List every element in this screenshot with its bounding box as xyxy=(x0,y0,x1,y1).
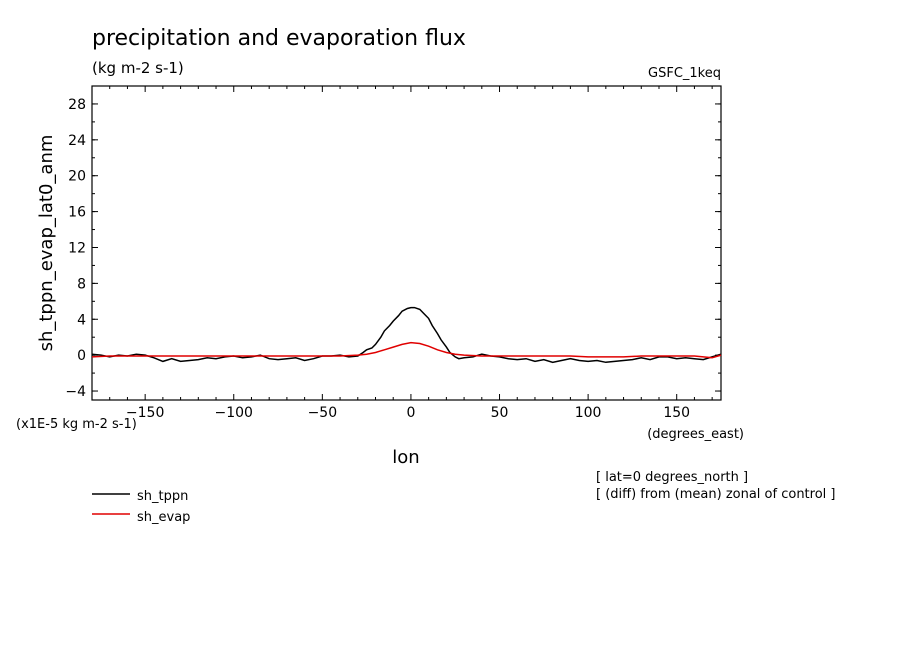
chart-units: (kg m-2 s-1) xyxy=(92,59,184,77)
y-axis-label: sh_tppn_evap_lat0_anm xyxy=(36,135,57,352)
x-tick-label: 50 xyxy=(491,405,509,421)
y-tick-label: 8 xyxy=(77,276,86,292)
y-tick-label: −4 xyxy=(65,384,86,400)
series-line-sh-evap xyxy=(91,341,722,359)
chart-title: precipitation and evaporation flux xyxy=(92,26,466,51)
legend-label-sh-evap: sh_evap xyxy=(137,510,190,525)
x-tick-label: 0 xyxy=(406,405,415,421)
x-tick-label: −150 xyxy=(126,405,164,421)
y-tick-label: 0 xyxy=(77,348,86,364)
y-tick-label: 28 xyxy=(68,97,86,113)
legend-label-sh-tppn: sh_tppn xyxy=(137,489,188,504)
plot-area: −150 −100 −50 0 50 100 150 −4 0 4 8 12 16 20 24 28 xyxy=(65,85,722,421)
series-lines xyxy=(91,306,722,364)
y-tick-labels: −4 0 4 8 12 16 20 24 28 xyxy=(65,97,86,400)
x-tick-label: −100 xyxy=(215,405,253,421)
x-axis-label: lon xyxy=(392,447,419,468)
y-scale-note: (x1E-5 kg m-2 s-1) xyxy=(16,417,137,432)
y-tick-label: 24 xyxy=(68,133,86,149)
axis-ticks xyxy=(92,86,721,400)
y-tick-label: 4 xyxy=(77,312,86,328)
annotation-lat: [ lat=0 degrees_north ] xyxy=(596,470,748,485)
source-label: GSFC_1keq xyxy=(648,66,721,81)
x-tick-labels: −150 −100 −50 0 50 100 150 xyxy=(126,405,690,421)
series-line-sh-tppn xyxy=(91,306,722,364)
x-axis-units: (degrees_east) xyxy=(647,427,744,442)
y-tick-label: 20 xyxy=(68,169,86,185)
y-tick-label: 12 xyxy=(68,240,86,256)
legend: sh_tppn sh_evap xyxy=(92,489,190,525)
x-tick-label: 100 xyxy=(575,405,602,421)
x-tick-label: −50 xyxy=(308,405,338,421)
y-tick-label: 16 xyxy=(68,205,86,221)
annotation-diff: [ (diff) from (mean) zonal of control ] xyxy=(596,487,835,502)
plot-frame xyxy=(91,85,722,401)
x-tick-label: 150 xyxy=(663,405,690,421)
